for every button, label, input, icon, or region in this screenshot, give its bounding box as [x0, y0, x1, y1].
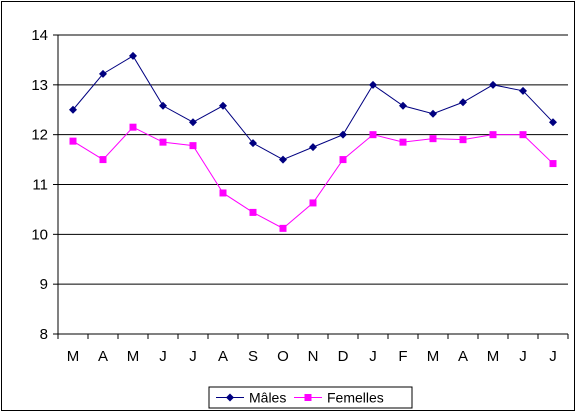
series-femelles-point — [219, 189, 227, 197]
legend-entry-males-label: Mâles — [249, 390, 286, 406]
series-femelles-line — [72, 126, 554, 229]
y-tick-label: 13 — [31, 77, 48, 94]
series-males-point — [189, 118, 197, 127]
series-males-point — [549, 118, 557, 127]
series-femelles-point — [309, 199, 317, 207]
x-tick-label: N — [308, 348, 319, 365]
x-tick-label: A — [458, 348, 468, 365]
legend-entry-femelles-marker — [304, 394, 312, 401]
x-tick-label: S — [248, 348, 258, 365]
x-tick-label: D — [338, 348, 349, 365]
y-tick-label: 11 — [32, 177, 48, 194]
x-tick-label: A — [98, 348, 108, 365]
series-femelles-point — [129, 123, 137, 131]
y-tick-label: 9 — [40, 276, 48, 293]
series-femelles-point — [279, 224, 287, 232]
series-males-point — [219, 101, 227, 110]
series-males-point — [159, 101, 167, 110]
legend-entry-femelles-label: Femelles — [327, 390, 384, 406]
series-femelles-point — [69, 137, 77, 145]
series-males-point — [99, 69, 107, 78]
series-males-point — [339, 130, 347, 139]
series-group — [69, 51, 557, 232]
y-tick-label: 8 — [40, 326, 48, 343]
x-tick-label: J — [159, 348, 167, 365]
y-tick-label: 12 — [31, 127, 48, 144]
series-males-point — [519, 86, 527, 95]
x-tick-label: M — [127, 348, 140, 365]
legend: Mâles Femelles — [208, 386, 413, 409]
series-males-point — [369, 80, 377, 89]
series-femelles-point — [159, 138, 167, 146]
series-males-point — [309, 143, 317, 152]
series-males-point — [69, 105, 77, 114]
x-tick-label: M — [487, 348, 500, 365]
series-femelles-point — [249, 208, 257, 216]
series-males-point — [429, 109, 437, 118]
series-males-point — [279, 155, 287, 164]
series-males-point — [249, 139, 257, 148]
x-tick-label: O — [277, 348, 289, 365]
series-femelles — [69, 123, 557, 232]
series-femelles-point — [459, 136, 467, 144]
x-tick-label: J — [549, 348, 557, 365]
series-males — [69, 51, 557, 164]
series-femelles-point — [489, 131, 497, 139]
x-tick-label: M — [67, 348, 80, 365]
series-femelles-point — [99, 156, 107, 164]
series-femelles-point — [519, 131, 527, 139]
series-femelles-point — [429, 135, 437, 143]
x-tick-label: M — [427, 348, 440, 365]
series-males-point — [129, 51, 137, 60]
series-femelles-point — [399, 138, 407, 146]
series-femelles-point — [369, 131, 377, 139]
series-femelles-point — [189, 142, 197, 150]
series-femelles-point — [339, 156, 347, 164]
gridlines — [58, 34, 568, 285]
series-femelles-point — [549, 160, 557, 168]
series-males-point — [489, 80, 497, 89]
y-tick-label: 14 — [31, 27, 48, 44]
y-tick-label: 10 — [31, 226, 48, 243]
x-tick-label: A — [218, 348, 228, 365]
x-tick-label: J — [369, 348, 377, 365]
x-tick-label: F — [398, 348, 407, 365]
legend-entry-males-marker — [226, 393, 234, 402]
series-males-point — [459, 98, 467, 107]
series-males-point — [399, 101, 407, 110]
axes: 8 9 10 11 12 13 14 M A M J J A S O N D J F M A M J J — [31, 27, 569, 365]
x-tick-label: J — [189, 348, 197, 365]
x-tick-label: J — [519, 348, 527, 365]
